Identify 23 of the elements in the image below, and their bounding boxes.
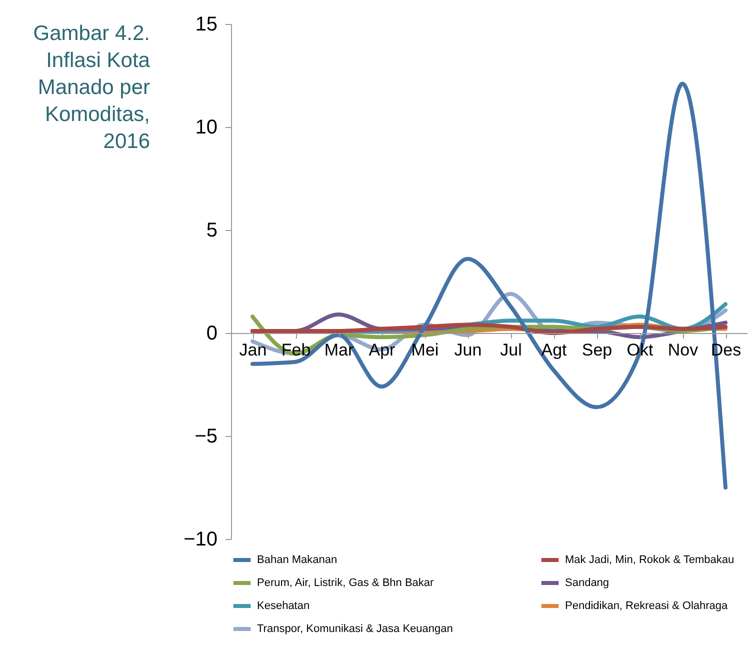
legend-label: Bahan Makanan <box>257 554 338 566</box>
legend-label: Mak Jadi, Min, Rokok & Tembakau <box>565 554 734 566</box>
legend-label: Sandang <box>565 577 610 589</box>
x-tick-label: Agt <box>541 340 568 360</box>
y-tick-label: 10 <box>195 116 218 138</box>
y-tick-label: 15 <box>195 14 218 36</box>
legend-label: Perum, Air, Listrik, Gas & Bhn Bakar <box>257 577 434 589</box>
legend-label: Pendidikan, Rekreasi & Olahraga <box>565 600 729 612</box>
x-tick-label: Sep <box>582 340 612 360</box>
x-tick-label: Mar <box>324 340 354 360</box>
y-tick-label: 0 <box>206 322 218 344</box>
y-tick-label: 5 <box>206 220 218 242</box>
x-tick-label: Jan <box>239 340 267 360</box>
x-tick-label: Mei <box>411 340 439 360</box>
x-tick-label: Apr <box>368 340 396 360</box>
legend-label: Kesehatan <box>257 600 310 612</box>
x-tick-label: Jun <box>454 340 482 360</box>
text: Gambar 4.2. Inflasi Kota Manado per Komoditas, 2016 <box>32 21 150 155</box>
x-tick-label: Jul <box>500 340 522 360</box>
y-tick-label: −10 <box>184 528 218 550</box>
legend-label: Transpor, Komunikasi & Jasa Keuangan <box>257 623 453 635</box>
y-tick-label: −5 <box>194 426 218 448</box>
x-tick-label: Nov <box>668 340 699 360</box>
